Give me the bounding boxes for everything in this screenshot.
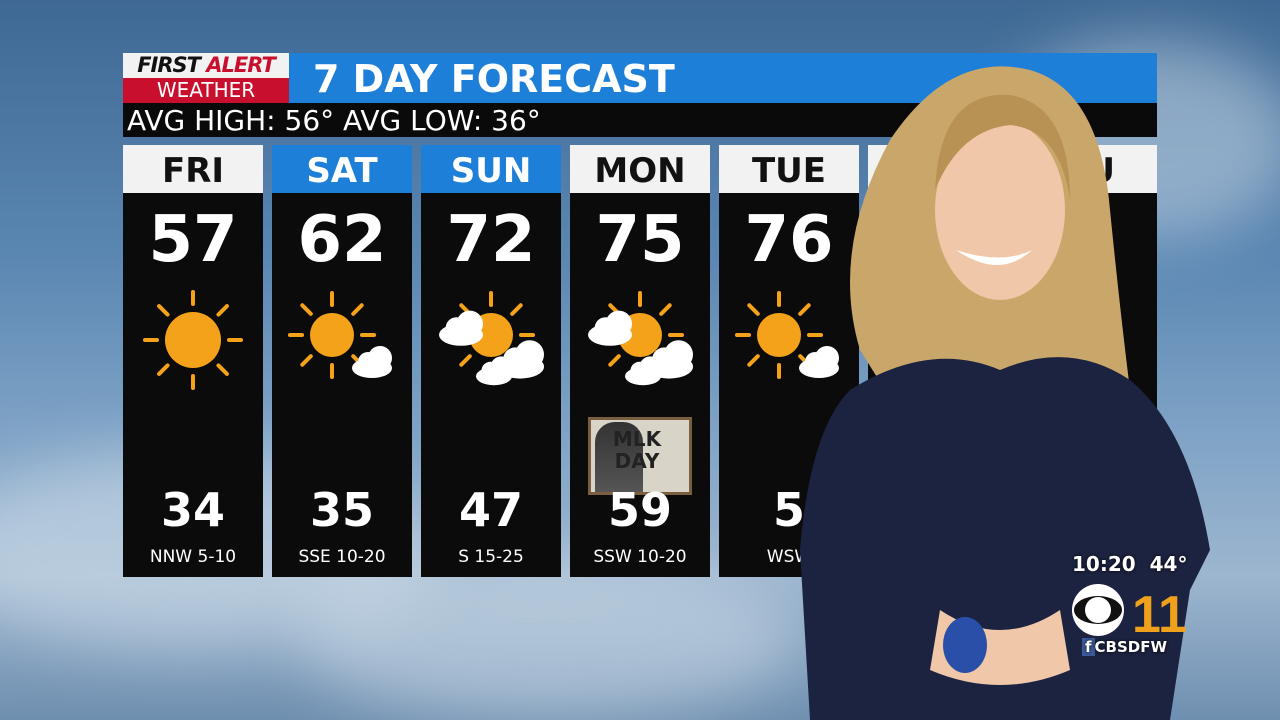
cloud-icon	[588, 310, 632, 346]
day-label: MON	[570, 145, 710, 193]
day-column-0: FRI 57 34 NNW 5-10	[123, 145, 263, 577]
wind: WSW	[766, 547, 812, 567]
low-temp: 5	[772, 483, 805, 537]
day-column-3: MON 75 MLK DAY 59 SSW 10-20	[570, 145, 710, 577]
weather-icon	[588, 291, 693, 386]
time-temp-bug: 10:20 44°	[1072, 552, 1187, 576]
low-temp: 59	[607, 483, 672, 537]
logo-alert: ALERT	[206, 53, 276, 77]
cbs-11-logo: 11	[1072, 584, 1187, 640]
social-text: CBSDFW	[1094, 638, 1168, 656]
sun-icon	[735, 291, 823, 379]
day-column-4: TUE 76 5 WSW	[719, 145, 859, 577]
facebook-icon: f	[1082, 638, 1095, 656]
badge-text: MLK DAY	[612, 427, 662, 473]
day-label: TUE	[719, 145, 859, 193]
weather-icon	[143, 290, 243, 390]
high-temp: 57	[148, 203, 238, 277]
cloud-icon	[799, 346, 839, 378]
high-temp: 75	[595, 203, 685, 277]
low-temp: 35	[309, 483, 374, 537]
current-temp: 44°	[1149, 552, 1188, 576]
svg-text:11: 11	[1132, 586, 1187, 640]
day-label: SUN	[421, 145, 561, 193]
day-column-2: SUN 72 47 S 15-25	[421, 145, 561, 577]
sun-icon	[143, 290, 243, 390]
high-temp: 62	[297, 203, 387, 277]
weather-icon	[735, 291, 839, 379]
logo-weather: WEATHER	[123, 78, 289, 103]
day-label: FRI	[123, 145, 263, 193]
cloud-icon	[476, 356, 512, 386]
wind: S 15-25	[458, 547, 524, 567]
cloud-icon	[439, 310, 483, 346]
day-column-1: SAT 62 35 SSE 10-20	[272, 145, 412, 577]
low-temp: 47	[458, 483, 523, 537]
wind: SSW 10-20	[593, 547, 687, 567]
wind: NNW 5-10	[149, 547, 237, 567]
cloud-icon	[625, 356, 661, 386]
wind: SSE 10-20	[298, 547, 386, 567]
high-temp: 72	[446, 203, 536, 277]
high-temp: 76	[744, 203, 834, 277]
weather-icon	[439, 291, 544, 386]
sun-icon	[288, 291, 376, 379]
first-alert-weather-logo: FIRST ALERT WEATHER	[123, 53, 289, 103]
cloud-icon	[352, 346, 392, 378]
day-label: SAT	[272, 145, 412, 193]
low-temp: 34	[160, 483, 225, 537]
clock-time: 10:20	[1072, 552, 1136, 576]
mlk-day-badge: MLK DAY	[588, 417, 692, 495]
social-handle: f CBSDFW	[1082, 638, 1167, 656]
logo-first: FIRST	[137, 53, 201, 77]
weather-icon	[288, 291, 392, 379]
